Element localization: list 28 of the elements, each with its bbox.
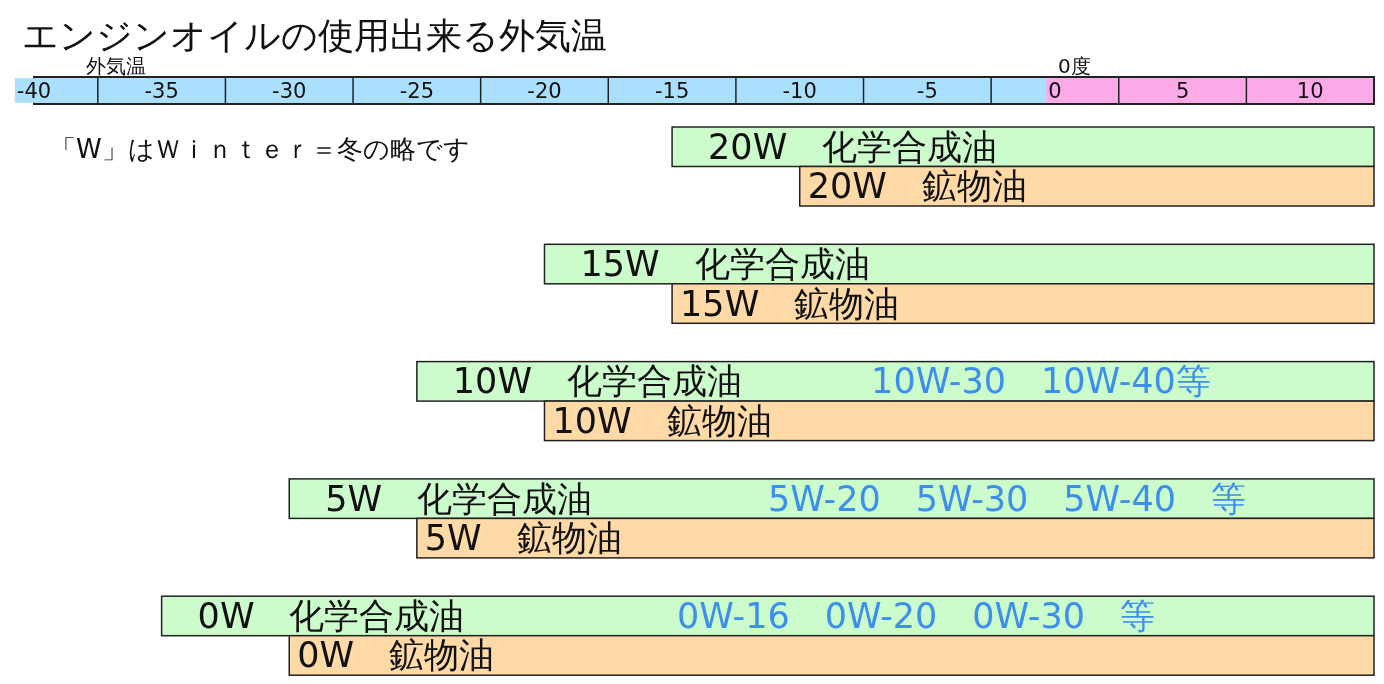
tick-label: -20 [527, 79, 562, 103]
tick-label: -5 [916, 79, 938, 103]
category-label: 15W 化学合成油 [580, 244, 870, 285]
annotation: 5W-20 5W-30 5W-40 等 [768, 478, 1246, 519]
tick-label: -15 [654, 79, 690, 103]
tick-label: -30 [272, 79, 307, 103]
tick-label: -40 [16, 79, 52, 103]
annotation: 10W-30 10W-40等 [871, 361, 1211, 402]
tick-label: -25 [399, 79, 434, 103]
category-label: 20W 化学合成油 [708, 126, 998, 167]
category-label: 10W 化学合成油 [452, 361, 742, 402]
tick-label: -10 [782, 79, 817, 103]
category-label: 15W 鉱物油 [680, 283, 900, 324]
category-label: 0W 鉱物油 [297, 635, 495, 676]
title: エンジンオイルの使用出来る外気温 [22, 15, 607, 56]
category-label: 20W 鉱物油 [807, 166, 1027, 207]
annotation: 「W」はＷｉｎｔｅｒ＝冬の略です [50, 134, 470, 164]
annotation: 0W-16 0W-20 0W-30 等 [677, 595, 1155, 636]
category-label: 5W 鉱物油 [424, 518, 622, 559]
xlabel: 外気温 [86, 54, 146, 78]
tick-label: 5 [1175, 79, 1190, 103]
category-label: 5W 化学合成油 [325, 478, 593, 519]
category-label: 0W 化学合成油 [197, 595, 465, 636]
tick-label: 10 [1296, 79, 1324, 103]
category-label: 10W 鉱物油 [552, 400, 772, 441]
tick-label: 0 [1048, 79, 1062, 103]
tick-label: -35 [144, 79, 179, 103]
annotation: 0度 [1058, 54, 1091, 78]
